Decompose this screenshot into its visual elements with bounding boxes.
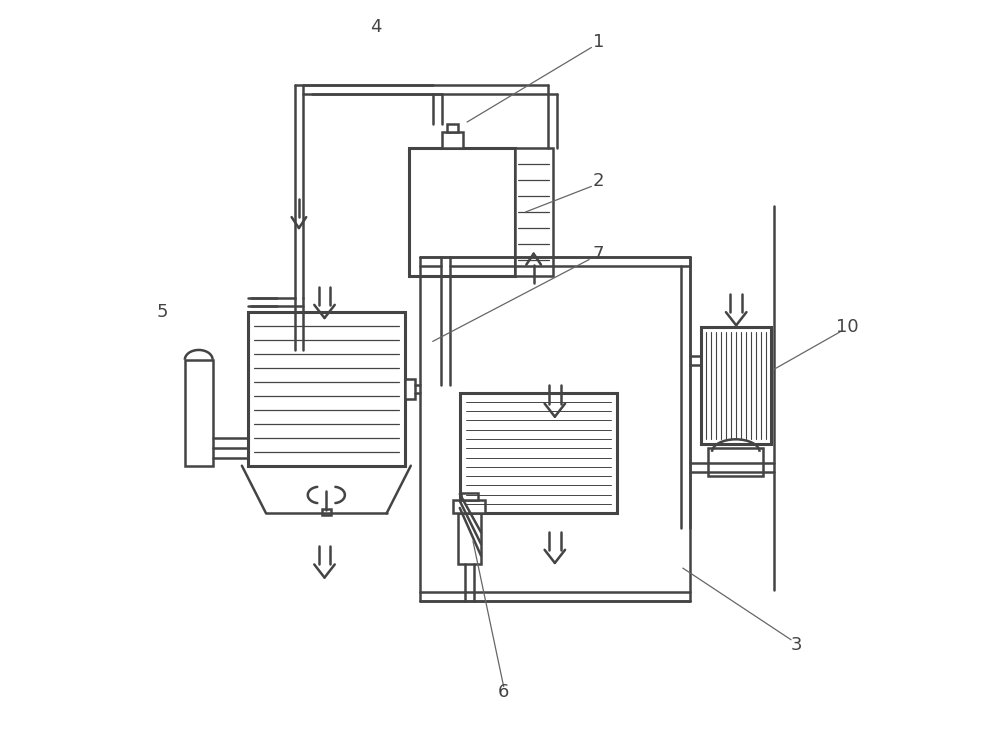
Bar bbox=[708, 448, 763, 476]
Bar bbox=[322, 509, 331, 515]
Bar bbox=[453, 500, 485, 513]
Bar bbox=[447, 124, 458, 131]
Text: 10: 10 bbox=[836, 318, 859, 335]
Bar bbox=[461, 493, 478, 500]
Bar bbox=[460, 393, 617, 513]
Text: 2: 2 bbox=[593, 172, 604, 189]
Text: 4: 4 bbox=[370, 18, 381, 36]
Bar bbox=[458, 513, 481, 564]
Text: 1: 1 bbox=[593, 32, 604, 51]
Bar bbox=[442, 131, 463, 148]
Bar bbox=[405, 379, 415, 399]
Text: 5: 5 bbox=[156, 303, 168, 321]
Text: 7: 7 bbox=[593, 244, 604, 263]
Text: 6: 6 bbox=[498, 683, 509, 702]
Bar bbox=[701, 327, 771, 444]
Bar bbox=[185, 360, 213, 465]
Bar bbox=[248, 312, 405, 465]
Bar bbox=[409, 148, 515, 275]
Text: 3: 3 bbox=[790, 636, 802, 654]
Bar bbox=[515, 148, 553, 275]
